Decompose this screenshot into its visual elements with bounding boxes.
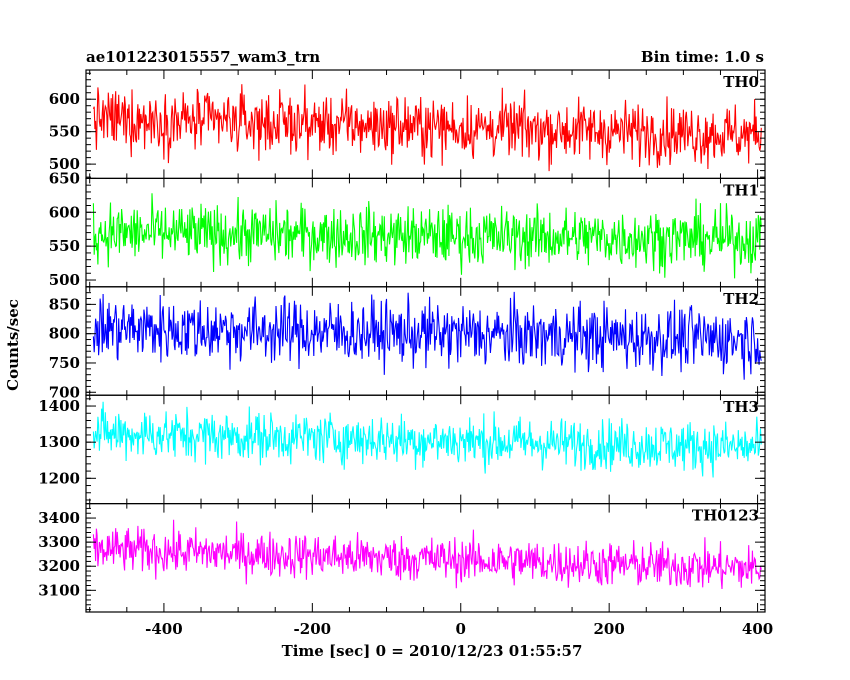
panel-label: TH3 [723, 398, 759, 416]
y-tick-label: 500 [49, 155, 80, 173]
series-line-th0123 [92, 519, 762, 590]
series-line-th3 [92, 401, 762, 478]
y-tick-label: 1200 [38, 469, 80, 487]
y-tick-label: 3100 [38, 581, 80, 599]
y-tick-label: 1400 [38, 397, 80, 415]
chart-title: ae101223015557_wam3_trn [86, 48, 320, 66]
y-tick-label: 3300 [38, 533, 80, 551]
panel-th3: 1200 1300 1400 TH3 [38, 394, 766, 505]
series-line-th1 [92, 193, 762, 279]
y-tick-label: 800 [49, 325, 80, 343]
panel-label: TH1 [723, 181, 759, 199]
y-tick-label: 550 [49, 237, 80, 255]
panel-frame [85, 503, 766, 613]
series-line-th0 [92, 84, 762, 172]
x-tick-label: 200 [594, 620, 625, 638]
x-tick-label: -200 [294, 620, 332, 638]
bin-time-label: Bin time: 1.0 s [641, 48, 764, 66]
y-tick-label: 550 [49, 123, 80, 141]
panel-label: TH2 [723, 290, 759, 308]
x-axis-label: Time [sec] 0 = 2010/12/23 01:55:57 [282, 642, 583, 660]
panel-label: TH0123 [692, 507, 759, 525]
y-tick-label: 750 [49, 354, 80, 372]
panel-th1: 500 550 600 650 TH1 [49, 169, 766, 289]
y-tick-label: 1300 [38, 433, 80, 451]
y-tick-label: 600 [49, 203, 80, 221]
x-tick-label: 400 [742, 620, 773, 638]
y-tick-label: 650 [49, 169, 80, 187]
x-tick-label: -400 [145, 620, 183, 638]
plot-area: 500 550 600 TH0 500 550 600 650 TH1 700 750 800 850 T… [38, 69, 773, 638]
y-tick-label: 3400 [38, 509, 80, 527]
y-tick-label: 600 [49, 90, 80, 108]
y-tick-label: 850 [49, 295, 80, 313]
panel-th0123: 3100 3200 3300 3400 TH0123 [38, 503, 766, 613]
panel-label: TH0 [723, 73, 759, 91]
panel-th2: 700 750 800 850 TH2 [49, 286, 766, 401]
panel-th0: 500 550 600 TH0 [49, 69, 766, 180]
y-tick-label: 500 [49, 271, 80, 289]
y-tick-label: 700 [49, 383, 80, 401]
y-tick-label: 3200 [38, 557, 80, 575]
series-line-th2 [92, 291, 762, 380]
x-tick-label: 0 [456, 620, 466, 638]
y-axis-label: Counts/sec [4, 299, 22, 391]
